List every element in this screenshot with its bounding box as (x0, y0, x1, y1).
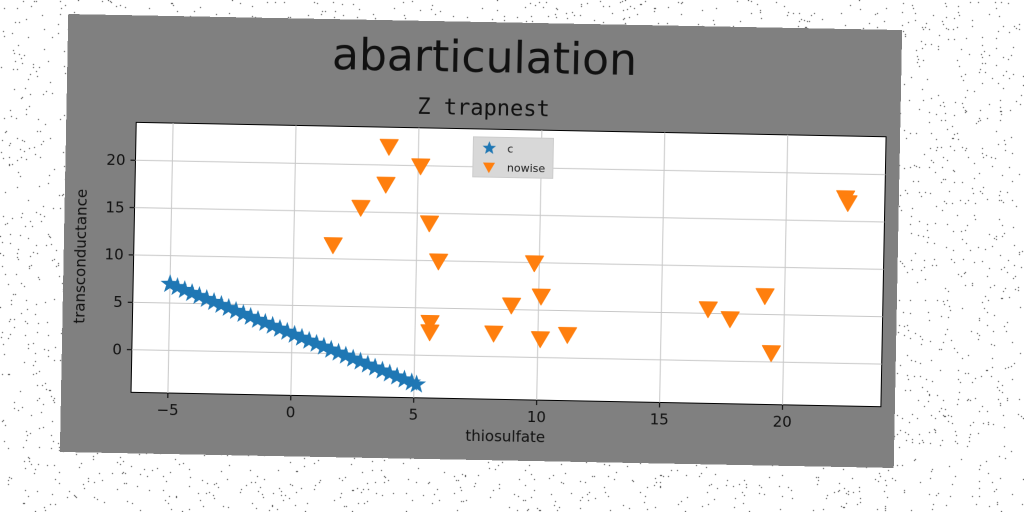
triangle-point (755, 288, 775, 306)
y-tick-label: 10 (104, 245, 123, 263)
star-point (182, 283, 202, 302)
triangle-point (838, 194, 858, 212)
triangle-point (351, 199, 371, 217)
plot-area (130, 121, 887, 408)
triangle-point (484, 325, 504, 343)
star-point (285, 324, 305, 344)
x-grid-line (659, 132, 666, 403)
star-point (204, 291, 224, 311)
star-point (365, 357, 385, 376)
legend-label: nowise (507, 161, 546, 175)
x-grid-line (413, 127, 420, 398)
y-grid-line (131, 349, 882, 365)
star-point (197, 289, 217, 308)
y-tick-label: 20 (106, 151, 125, 169)
legend-star-icon (482, 141, 497, 154)
triangle-point (376, 176, 396, 194)
triangle-point (323, 237, 343, 255)
star-point (263, 315, 283, 335)
x-tick-label: −5 (156, 401, 178, 419)
x-grid-line (167, 123, 174, 394)
star-point (226, 300, 246, 320)
triangle-point (429, 253, 449, 271)
star-point (277, 321, 297, 341)
star-point (219, 297, 239, 317)
triangle-point (420, 314, 440, 332)
triangle-point (720, 311, 740, 329)
y-tick-label: 0 (112, 340, 122, 358)
triangle-point (761, 345, 781, 362)
star-point (387, 366, 407, 385)
triangle-point (379, 138, 399, 156)
star-point (175, 280, 195, 299)
star-point (189, 286, 209, 305)
x-tick-label: 10 (527, 408, 546, 426)
legend-label: c (507, 142, 513, 155)
star-point (299, 330, 319, 349)
y-axis-label: transconductance (70, 189, 91, 324)
star-point (248, 309, 268, 329)
star-point (241, 306, 261, 326)
x-grid-line (782, 134, 789, 405)
x-tick-label: 20 (773, 413, 792, 431)
y-tick-label: 15 (105, 198, 124, 216)
triangle-point (420, 324, 440, 342)
triangle-point (420, 215, 440, 233)
y-tick-label: 5 (113, 293, 123, 311)
star-point (292, 327, 312, 346)
star-point (380, 363, 400, 382)
y-grid-line (134, 207, 885, 223)
star-point (233, 303, 253, 323)
star-point (358, 354, 378, 373)
x-tick-label: 15 (650, 410, 669, 428)
star-point (321, 339, 341, 358)
star-point (314, 336, 334, 355)
triangle-point (698, 301, 718, 319)
star-point (211, 294, 231, 314)
star-point (350, 351, 370, 370)
x-tick-label: 5 (408, 406, 418, 424)
triangle-point (525, 255, 545, 273)
star-point (394, 369, 414, 388)
star-point (255, 312, 275, 332)
star-point (372, 360, 392, 379)
y-grid-line (132, 301, 883, 318)
star-point (406, 374, 427, 393)
x-grid-line (290, 125, 297, 396)
triangle-point (530, 331, 550, 349)
star-point (336, 345, 356, 364)
triangle-point (502, 297, 522, 315)
star-point (328, 342, 348, 361)
triangle-point (558, 326, 578, 344)
star-point (160, 274, 180, 293)
x-tick-label: 0 (286, 403, 296, 421)
scatter-plot: −5 0 5 10 15 20 0 5 10 15 20 thiosulfate transconduc… (70, 121, 887, 447)
star-point (343, 348, 363, 367)
y-grid-line (133, 254, 884, 270)
triangle-point (531, 288, 551, 306)
star-point (167, 277, 187, 296)
star-point (306, 333, 326, 352)
triangle-point (411, 158, 431, 176)
legend-triangle-icon (483, 162, 496, 174)
figure-card: abarticulation Z trapnest −5 0 5 10 15 20 0 5 10… (59, 14, 903, 468)
x-axis-label: thiosulfate (465, 427, 545, 447)
star-point (270, 318, 290, 338)
